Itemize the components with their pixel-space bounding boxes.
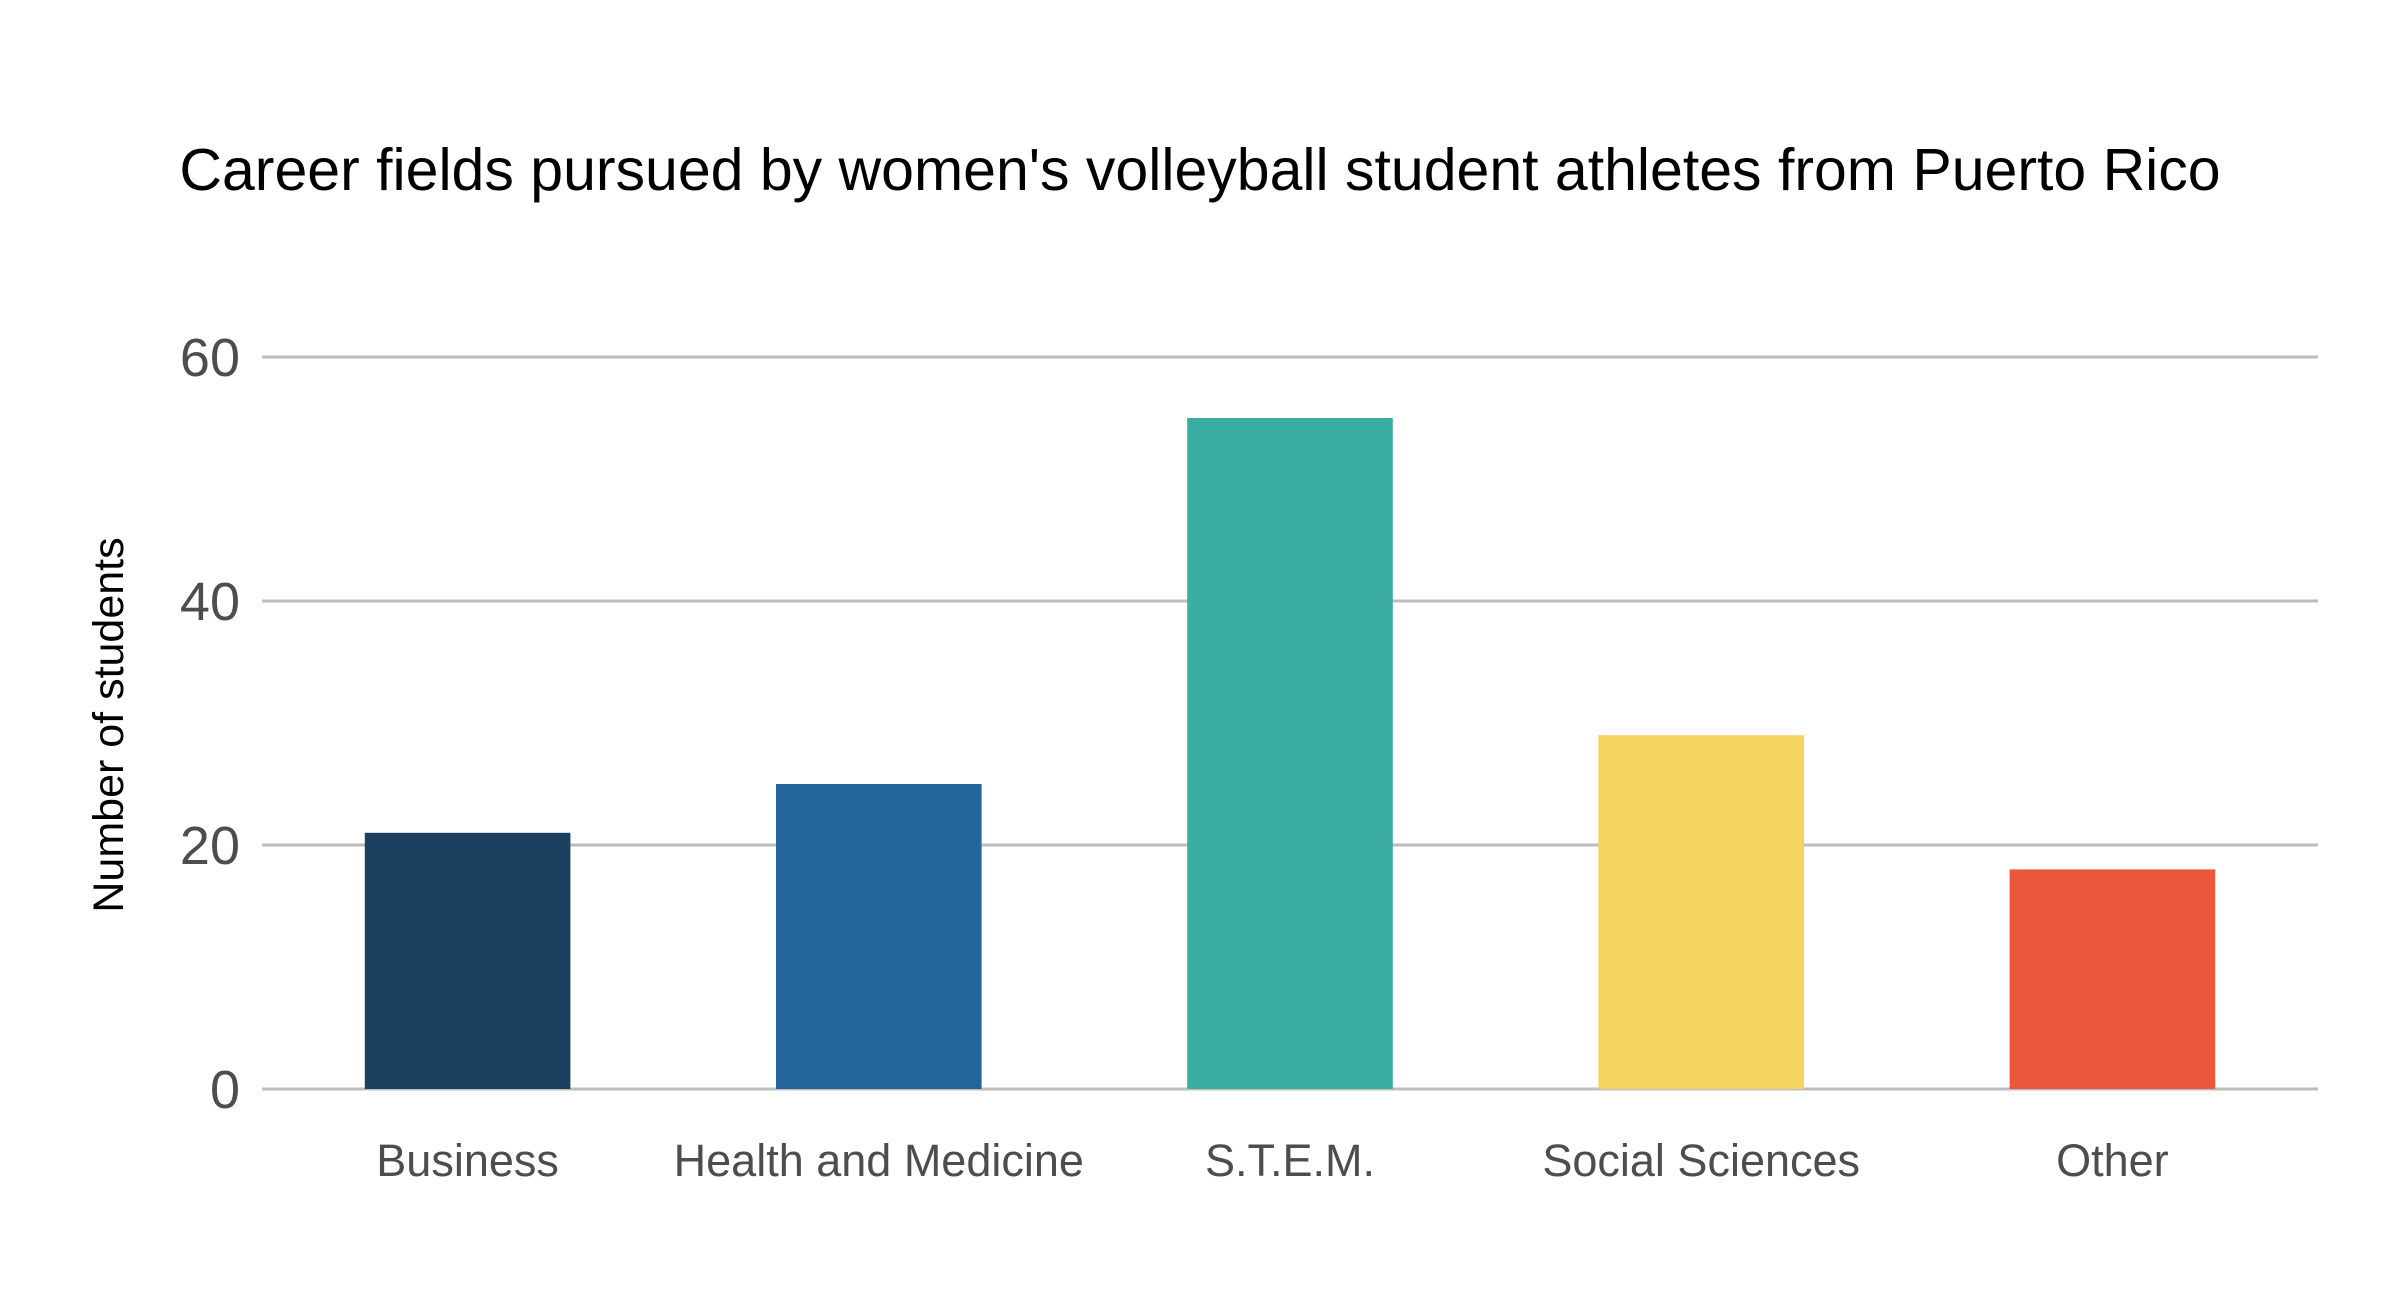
chart-title: Career fields pursued by women's volleyb… (179, 137, 2220, 203)
x-axis-tick-labels: Business Health and Medicine S.T.E.M. Socia… (376, 1135, 2168, 1186)
y-tick-label: 40 (180, 572, 240, 632)
y-tick-label: 0 (210, 1060, 240, 1120)
bars (364, 418, 2216, 1089)
bar-social-sciences (1598, 735, 1804, 1089)
x-tick-label: Social Sciences (1542, 1135, 1860, 1186)
y-tick-label: 20 (180, 816, 240, 876)
x-tick-label: S.T.E.M. (1205, 1135, 1375, 1186)
bar-business (364, 832, 571, 1089)
y-axis-tick-labels: 0 20 40 60 (180, 328, 240, 1120)
x-tick-label: Other (2056, 1135, 2169, 1186)
x-tick-label: Health and Medicine (674, 1135, 1084, 1186)
y-tick-label: 60 (180, 328, 240, 388)
x-tick-label: Business (376, 1135, 559, 1186)
bar-other (2009, 869, 2216, 1089)
y-axis-title: Number of students (85, 537, 133, 912)
bar-health-and-medicine (776, 784, 982, 1089)
bar-s-t-e-m (1187, 418, 1393, 1089)
